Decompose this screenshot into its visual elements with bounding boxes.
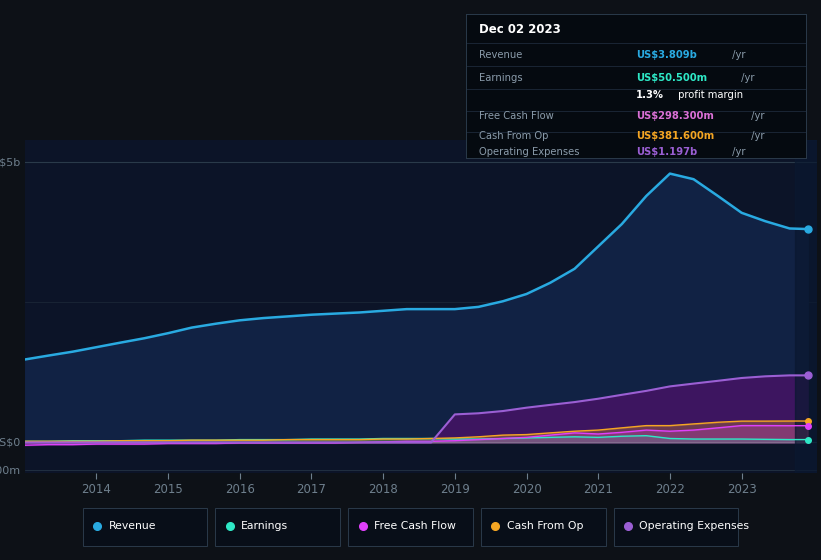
FancyBboxPatch shape	[215, 508, 340, 546]
Text: Earnings: Earnings	[241, 521, 288, 531]
Text: US$50.500m: US$50.500m	[635, 73, 707, 83]
Text: Free Cash Flow: Free Cash Flow	[479, 111, 554, 121]
Text: US$298.300m: US$298.300m	[635, 111, 713, 121]
FancyBboxPatch shape	[348, 508, 473, 546]
Text: /yr: /yr	[748, 131, 764, 141]
Text: /yr: /yr	[748, 111, 764, 121]
Text: Revenue: Revenue	[479, 50, 522, 60]
Text: /yr: /yr	[728, 147, 745, 157]
Text: US$5b: US$5b	[0, 157, 21, 167]
Text: Dec 02 2023: Dec 02 2023	[479, 24, 561, 36]
Text: Operating Expenses: Operating Expenses	[640, 521, 750, 531]
Text: Earnings: Earnings	[479, 73, 523, 83]
FancyBboxPatch shape	[613, 508, 738, 546]
Text: 1.3%: 1.3%	[635, 90, 664, 100]
FancyBboxPatch shape	[83, 508, 208, 546]
Text: /yr: /yr	[728, 50, 745, 60]
FancyBboxPatch shape	[481, 508, 606, 546]
Text: Operating Expenses: Operating Expenses	[479, 147, 580, 157]
Text: Revenue: Revenue	[108, 521, 156, 531]
Text: -US$500m: -US$500m	[0, 465, 21, 475]
Text: profit margin: profit margin	[675, 90, 743, 100]
Text: /yr: /yr	[738, 73, 754, 83]
Text: US$381.600m: US$381.600m	[635, 131, 714, 141]
Text: Cash From Op: Cash From Op	[507, 521, 583, 531]
Text: Free Cash Flow: Free Cash Flow	[374, 521, 456, 531]
Bar	[796, 140, 817, 473]
Text: US$3.809b: US$3.809b	[635, 50, 697, 60]
Text: US$0: US$0	[0, 437, 21, 447]
Text: US$1.197b: US$1.197b	[635, 147, 697, 157]
Text: Cash From Op: Cash From Op	[479, 131, 548, 141]
